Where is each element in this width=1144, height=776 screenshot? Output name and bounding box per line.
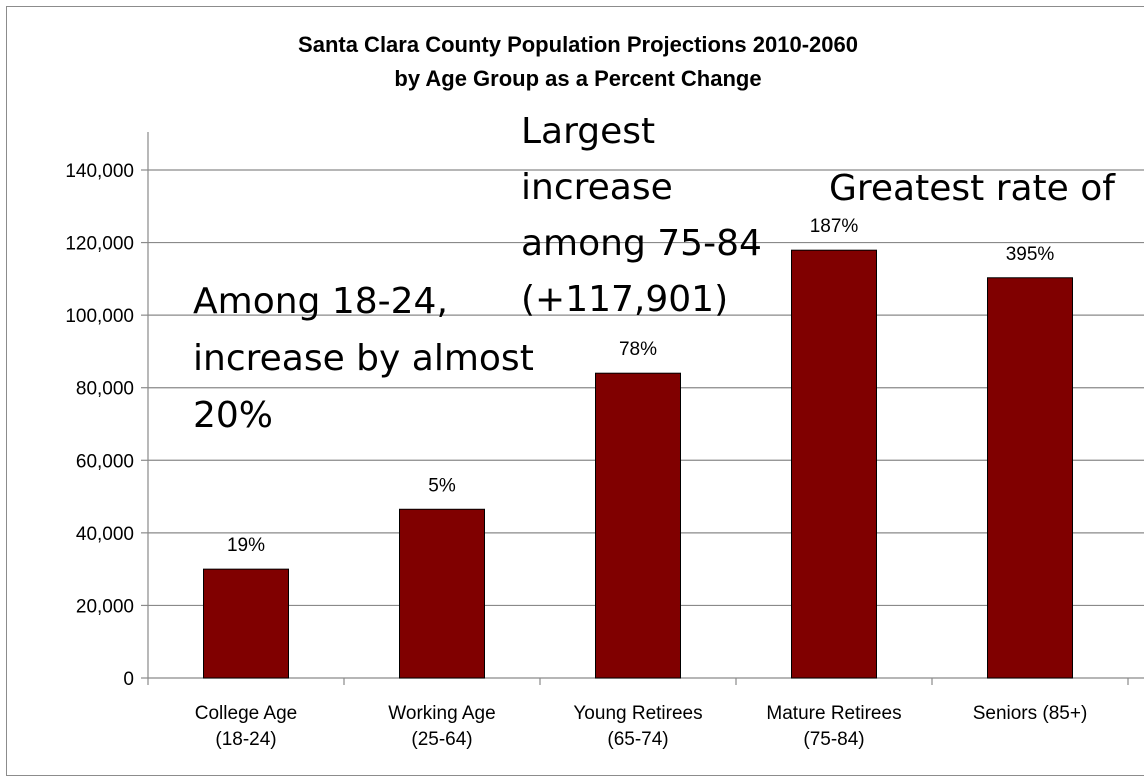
- data-label: 78%: [619, 339, 657, 360]
- annotation-text: increase: [521, 167, 673, 208]
- bar: [595, 372, 681, 679]
- data-label: 395%: [1006, 244, 1055, 265]
- chart-subtitle: by Age Group as a Percent Change: [394, 66, 761, 91]
- bar: [399, 508, 485, 679]
- annotations: Among 18-24, increase by almost 20% Largest…: [193, 111, 1116, 436]
- axes: 0 20,000 40,000 60,000 80,000 100,000 120,000 1…: [65, 132, 1144, 750]
- y-tick-label: 140,000: [65, 161, 134, 182]
- category-label: Seniors (85+): [973, 703, 1088, 724]
- data-label: 19%: [227, 535, 265, 556]
- category-label: Young Retirees: [573, 703, 702, 724]
- y-tick-label: 120,000: [65, 234, 134, 255]
- annotation-text: (+117,901): [521, 279, 728, 320]
- bar: [987, 277, 1073, 679]
- annotation-text: among 75-84: [521, 223, 762, 264]
- y-tick-label: 20,000: [76, 596, 134, 617]
- bar: [203, 568, 289, 679]
- category-label: Mature Retirees: [766, 703, 901, 724]
- category-label: (65-74): [607, 729, 668, 750]
- category-label: College Age: [195, 703, 297, 724]
- annotation-text: 20%: [193, 395, 273, 436]
- y-tick-label: 80,000: [76, 379, 134, 400]
- category-label: Working Age: [388, 703, 495, 724]
- annotation-text: Largest: [521, 111, 655, 152]
- y-tick-label: 0: [123, 669, 134, 690]
- bars: [203, 249, 1073, 679]
- category-label: (25-64): [411, 729, 472, 750]
- annotation-text: Greatest rate of: [829, 168, 1116, 209]
- category-label: (75-84): [803, 729, 864, 750]
- y-tick-label: 100,000: [65, 306, 134, 327]
- data-label: 187%: [810, 216, 859, 237]
- bar: [791, 249, 877, 679]
- y-tick-label: 40,000: [76, 524, 134, 545]
- data-labels: 19% 5% 78% 187% 395%: [227, 216, 1054, 556]
- chart-title: Santa Clara County Population Projection…: [298, 32, 858, 57]
- y-tick-label: 60,000: [76, 451, 134, 472]
- annotation-text: Among 18-24,: [193, 281, 448, 322]
- category-label: (18-24): [215, 729, 276, 750]
- annotation-text: increase by almost: [193, 338, 534, 379]
- data-label: 5%: [428, 475, 456, 496]
